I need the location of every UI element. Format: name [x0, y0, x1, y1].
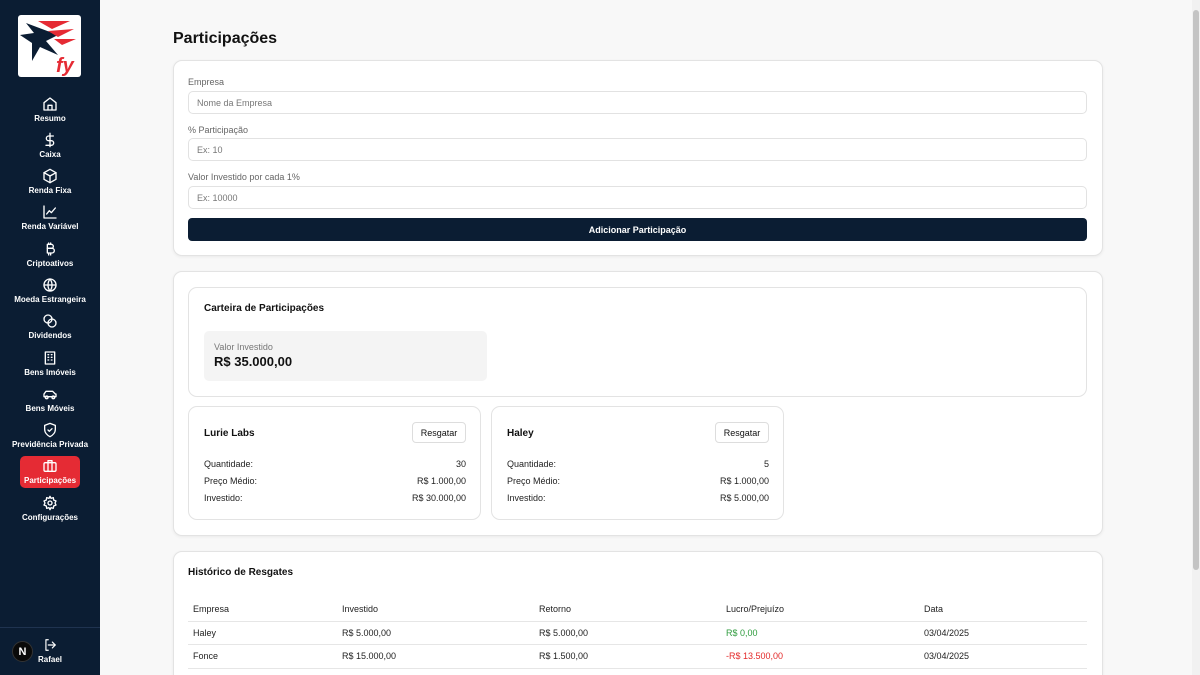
sidebar-item-label: Caixa: [39, 149, 61, 159]
column-header: Data: [919, 597, 1087, 622]
logo-star-icon: fy: [20, 21, 76, 77]
history-table: Empresa Investido Retorno Lucro/Prejuízo…: [188, 597, 1087, 669]
sidebar-nav: Resumo Caixa Renda Fixa Renda Variável C…: [0, 93, 100, 529]
coins-icon: [42, 313, 58, 329]
sidebar-item-label: Participações: [23, 476, 77, 486]
column-header: Retorno: [534, 597, 721, 622]
redeem-button[interactable]: Resgatar: [412, 422, 466, 443]
scrollbar-thumb[interactable]: [1193, 10, 1199, 570]
quantity-value: 5: [763, 459, 769, 469]
cell-return: R$ 5.000,00: [534, 621, 721, 645]
cell-profit: -R$ 13.500,00: [721, 644, 919, 669]
shield-icon: [42, 422, 58, 438]
avatar[interactable]: N: [12, 641, 33, 662]
sidebar-item-label: Renda Variável: [21, 222, 79, 232]
sidebar-item-dividendos[interactable]: Dividendos: [0, 311, 100, 343]
company-label: Empresa: [188, 77, 225, 87]
column-header: Lucro/Prejuízo: [721, 597, 919, 622]
sidebar-item-participacoes[interactable]: Participações: [20, 455, 80, 488]
percent-input[interactable]: Ex: 10: [188, 138, 1087, 161]
invested-label: Investido:: [204, 493, 243, 503]
dollar-icon: [42, 132, 58, 148]
avg-price-label: Preço Médio:: [204, 476, 258, 486]
invested-stat-value: R$ 35.000,00: [214, 354, 293, 369]
building-icon: [42, 350, 58, 366]
invested-stat: Valor Investido R$ 35.000,00: [204, 331, 487, 381]
cell-company: Fonce: [188, 644, 337, 669]
company-input[interactable]: Nome da Empresa: [188, 91, 1087, 114]
history-title: Histórico de Resgates: [188, 567, 294, 578]
sidebar-item-label: Configurações: [21, 512, 78, 522]
globe-icon: [42, 277, 58, 293]
app-logo[interactable]: fy: [18, 15, 81, 77]
car-icon: [42, 386, 58, 402]
invested-value: R$ 30.000,00: [411, 493, 466, 503]
logout-button[interactable]: Rafael: [38, 638, 62, 664]
cell-date: 03/04/2025: [919, 644, 1087, 669]
redeem-button[interactable]: Resgatar: [715, 422, 769, 443]
value-per-percent-input[interactable]: Ex: 10000: [188, 186, 1087, 209]
cell-invested: R$ 5.000,00: [337, 621, 534, 645]
sidebar-item-criptoativos[interactable]: Criptoativos: [0, 238, 100, 270]
invested-value: R$ 5.000,00: [719, 493, 769, 503]
sidebar-item-label: Bens Móveis: [25, 403, 75, 413]
avg-price-label: Preço Médio:: [507, 476, 561, 486]
table-row: Fonce R$ 15.000,00 R$ 1.500,00 -R$ 13.50…: [188, 644, 1087, 669]
sidebar-item-label: Criptoativos: [26, 258, 74, 268]
home-icon: [42, 96, 58, 112]
table-header-row: Empresa Investido Retorno Lucro/Prejuízo…: [188, 597, 1087, 622]
sidebar-item-previdencia-privada[interactable]: Previdência Privada: [0, 420, 100, 452]
column-header: Investido: [337, 597, 534, 622]
cell-profit: R$ 0,00: [721, 621, 919, 645]
sidebar-item-configuracoes[interactable]: Configurações: [0, 492, 100, 524]
sidebar-item-bens-imoveis[interactable]: Bens Imóveis: [0, 347, 100, 379]
sidebar-item-caixa[interactable]: Caixa: [0, 129, 100, 161]
line-chart-icon: [42, 204, 58, 220]
sidebar-item-label: Bens Imóveis: [24, 367, 76, 377]
sidebar-item-renda-fixa[interactable]: Renda Fixa: [0, 166, 100, 198]
add-participation-button[interactable]: Adicionar Participação: [188, 218, 1087, 241]
quantity-value: 30: [455, 459, 466, 469]
cell-company: Haley: [188, 621, 337, 645]
briefcase-icon: [42, 458, 58, 474]
sidebar-item-label: Previdência Privada: [11, 440, 89, 450]
page-title: Participações: [173, 30, 278, 47]
table-row: Haley R$ 5.000,00 R$ 5.000,00 R$ 0,00 03…: [188, 621, 1087, 645]
svg-text:fy: fy: [56, 55, 75, 77]
gear-icon: [42, 495, 58, 511]
invested-stat-label: Valor Investido: [214, 342, 273, 352]
sidebar-item-moeda-estrangeira[interactable]: Moeda Estrangeira: [0, 274, 100, 306]
bitcoin-icon: [42, 241, 58, 257]
sidebar-item-renda-variavel[interactable]: Renda Variável: [0, 202, 100, 234]
cell-return: R$ 1.500,00: [534, 644, 721, 669]
quantity-label: Quantidade:: [507, 459, 557, 469]
sidebar-item-resumo[interactable]: Resumo: [0, 93, 100, 125]
cell-invested: R$ 15.000,00: [337, 644, 534, 669]
sidebar-item-label: Renda Fixa: [28, 186, 72, 196]
avg-price-value: R$ 1.000,00: [416, 476, 466, 486]
holding-name: Haley: [507, 428, 534, 439]
sidebar-item-bens-moveis[interactable]: Bens Móveis: [0, 383, 100, 415]
sidebar-divider: [0, 627, 100, 628]
holding-name: Lurie Labs: [204, 428, 255, 439]
sidebar-item-label: Moeda Estrangeira: [14, 294, 86, 304]
column-header: Empresa: [188, 597, 337, 622]
sidebar-item-label: Dividendos: [28, 331, 72, 341]
page-scrollbar[interactable]: [1192, 0, 1200, 675]
box-icon: [42, 168, 58, 184]
invested-label: Investido:: [507, 493, 546, 503]
percent-label: % Participação: [188, 125, 249, 135]
sidebar-item-label: Resumo: [34, 113, 66, 123]
logout-icon: [45, 639, 56, 651]
cell-date: 03/04/2025: [919, 621, 1087, 645]
portfolio-title: Carteira de Participações: [204, 303, 325, 314]
user-name: Rafael: [38, 655, 63, 664]
value-per-percent-label: Valor Investido por cada 1%: [188, 172, 300, 182]
avg-price-value: R$ 1.000,00: [719, 476, 769, 486]
sidebar: fy Resumo Caixa Renda Fixa Renda Variáve…: [0, 0, 100, 675]
quantity-label: Quantidade:: [204, 459, 254, 469]
